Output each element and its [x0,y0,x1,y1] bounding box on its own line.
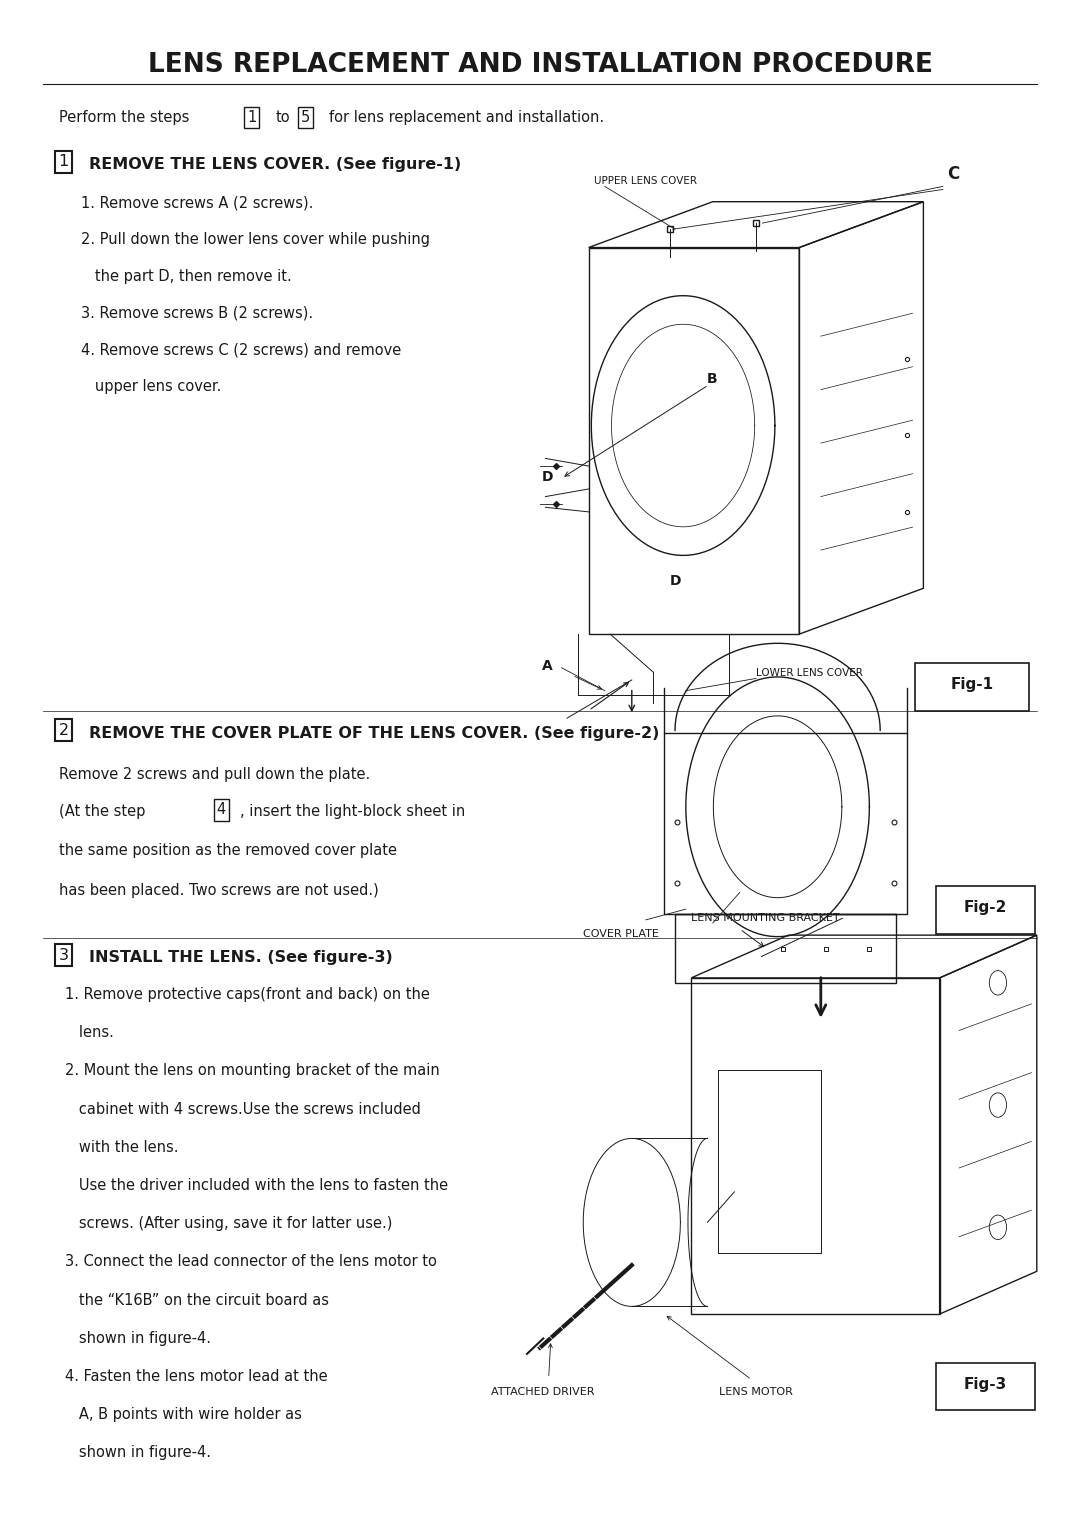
Text: Fig-2: Fig-2 [963,900,1007,915]
Text: with the lens.: with the lens. [65,1140,178,1155]
Text: A: A [542,659,553,674]
Text: (At the step: (At the step [59,804,150,819]
Text: 4. Remove screws C (2 screws) and remove: 4. Remove screws C (2 screws) and remove [81,342,402,358]
Text: REMOVE THE LENS COVER. (See figure-1): REMOVE THE LENS COVER. (See figure-1) [89,157,461,173]
Text: Perform the steps: Perform the steps [59,110,190,125]
Text: Use the driver included with the lens to fasten the: Use the driver included with the lens to… [65,1178,448,1193]
Text: to: to [275,110,291,125]
Text: 2: 2 [58,723,69,738]
Text: 3. Remove screws B (2 screws).: 3. Remove screws B (2 screws). [81,306,313,321]
Text: D: D [670,573,681,588]
Text: 2. Mount the lens on mounting bracket of the main: 2. Mount the lens on mounting bracket of… [65,1063,440,1079]
Text: has been placed. Two screws are not used.): has been placed. Two screws are not used… [59,883,379,898]
Text: 2. Pull down the lower lens cover while pushing: 2. Pull down the lower lens cover while … [81,232,430,248]
Text: cabinet with 4 screws.Use the screws included: cabinet with 4 screws.Use the screws inc… [65,1102,421,1117]
Text: Remove 2 screws and pull down the plate.: Remove 2 screws and pull down the plate. [59,767,370,782]
Text: Fig-3: Fig-3 [963,1377,1007,1392]
Text: shown in figure-4.: shown in figure-4. [65,1331,211,1346]
Text: INSTALL THE LENS. (See figure-3): INSTALL THE LENS. (See figure-3) [89,950,392,966]
Text: B: B [706,371,717,387]
Text: the same position as the removed cover plate: the same position as the removed cover p… [59,843,397,859]
Text: 1: 1 [247,110,256,125]
Text: the part D, then remove it.: the part D, then remove it. [81,269,292,284]
Text: D: D [542,469,554,484]
FancyBboxPatch shape [936,1363,1035,1410]
FancyBboxPatch shape [915,663,1029,711]
Text: COVER PLATE: COVER PLATE [583,929,659,940]
Text: shown in figure-4.: shown in figure-4. [65,1445,211,1461]
Text: 5: 5 [301,110,310,125]
Text: 3. Connect the lead connector of the lens motor to: 3. Connect the lead connector of the len… [65,1254,436,1270]
Text: UPPER LENS COVER: UPPER LENS COVER [594,176,697,186]
Text: LENS MOUNTING BRACKET: LENS MOUNTING BRACKET [691,912,840,923]
Text: 1. Remove screws A (2 screws).: 1. Remove screws A (2 screws). [81,196,313,211]
Text: upper lens cover.: upper lens cover. [81,379,221,394]
FancyBboxPatch shape [936,886,1035,934]
Text: LENS REPLACEMENT AND INSTALLATION PROCEDURE: LENS REPLACEMENT AND INSTALLATION PROCED… [148,52,932,78]
Text: 4: 4 [217,802,226,817]
Text: the “K16B” on the circuit board as: the “K16B” on the circuit board as [65,1293,328,1308]
Text: C: C [947,165,959,183]
Text: LENS MOTOR: LENS MOTOR [719,1387,793,1398]
Text: ATTACHED DRIVER: ATTACHED DRIVER [491,1387,595,1398]
Text: LOWER LENS COVER: LOWER LENS COVER [756,668,863,678]
Text: screws. (After using, save it for latter use.): screws. (After using, save it for latter… [65,1216,392,1232]
Text: 4. Fasten the lens motor lead at the: 4. Fasten the lens motor lead at the [65,1369,327,1384]
Text: 1. Remove protective caps(front and back) on the: 1. Remove protective caps(front and back… [65,987,430,1002]
Text: , insert the light-block sheet in: , insert the light-block sheet in [240,804,465,819]
Text: REMOVE THE COVER PLATE OF THE LENS COVER. (See figure-2): REMOVE THE COVER PLATE OF THE LENS COVER… [89,726,659,741]
Text: 1: 1 [58,154,69,170]
Text: for lens replacement and installation.: for lens replacement and installation. [329,110,605,125]
Text: lens.: lens. [65,1025,113,1041]
Text: 3: 3 [58,947,69,963]
Text: A, B points with wire holder as: A, B points with wire holder as [65,1407,301,1423]
Text: Fig-1: Fig-1 [950,677,994,692]
